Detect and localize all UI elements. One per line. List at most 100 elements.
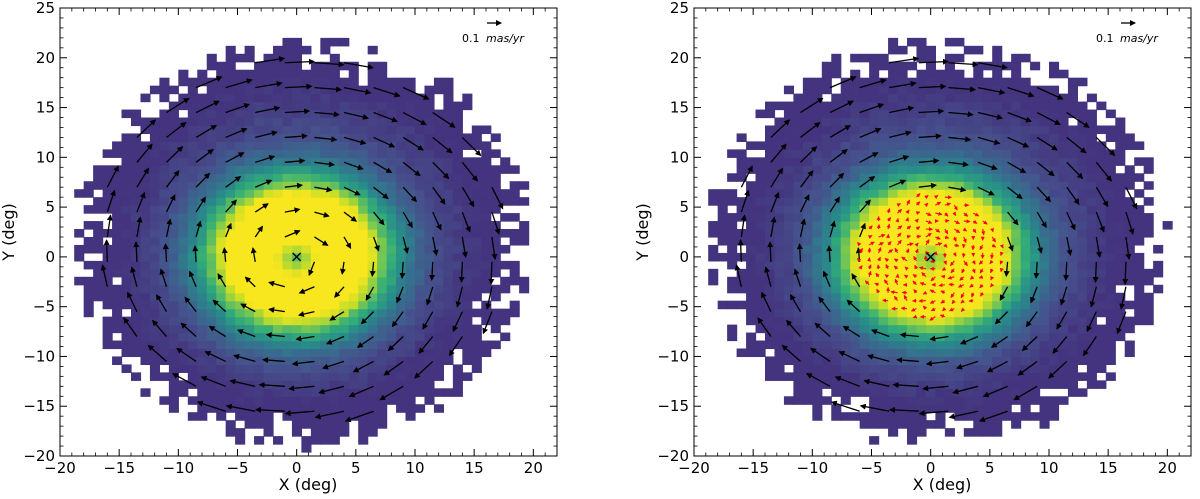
density-bin: [415, 364, 425, 373]
density-bin: [992, 277, 1002, 286]
density-bin: [1087, 173, 1097, 182]
density-bin: [159, 149, 169, 158]
density-bin: [879, 396, 889, 405]
density-bin: [197, 412, 207, 421]
density-bin: [264, 293, 274, 302]
density-bin: [1077, 205, 1087, 214]
density-bin: [339, 356, 349, 365]
density-bin: [122, 253, 132, 262]
density-bin: [841, 133, 851, 142]
density-bin: [235, 269, 245, 278]
density-bin: [841, 141, 851, 150]
density-bin: [945, 237, 955, 246]
density-bin: [964, 78, 974, 87]
density-bin: [301, 102, 311, 111]
density-bin: [1087, 205, 1097, 214]
density-bin: [235, 253, 245, 262]
density-bin: [1058, 149, 1068, 158]
density-bin: [311, 70, 321, 79]
density-bin: [443, 285, 453, 294]
density-bin: [869, 333, 879, 342]
density-bin: [898, 189, 908, 198]
density-bin: [112, 293, 122, 302]
density-bin: [926, 396, 936, 405]
density-bin: [339, 38, 349, 47]
density-bin: [926, 341, 936, 350]
density-bin: [926, 404, 936, 413]
density-bin: [1040, 348, 1050, 357]
density-bin: [169, 261, 179, 270]
density-bin: [339, 253, 349, 262]
density-bin: [368, 253, 378, 262]
density-bin: [140, 348, 150, 357]
density-bin: [1096, 356, 1106, 365]
density-bin: [784, 269, 794, 278]
density-bin: [888, 364, 898, 373]
density-bin: [510, 229, 520, 238]
density-bin: [898, 420, 908, 429]
density-bin: [1077, 261, 1087, 270]
density-bin: [301, 364, 311, 373]
density-bin: [254, 396, 264, 405]
density-bin: [245, 341, 255, 350]
density-bin: [1021, 181, 1031, 190]
density-bin: [973, 165, 983, 174]
density-bin: [1134, 229, 1144, 238]
density-bin: [207, 237, 217, 246]
density-bin: [415, 404, 425, 413]
density-bin: [282, 245, 292, 254]
density-bin: [424, 396, 434, 405]
density-bin: [784, 285, 794, 294]
density-bin: [983, 404, 993, 413]
density-bin: [954, 245, 964, 254]
density-bin: [916, 181, 926, 190]
density-bin: [358, 221, 368, 230]
density-bin: [197, 181, 207, 190]
density-bin: [311, 197, 321, 206]
density-bin: [292, 325, 302, 334]
density-bin: [793, 245, 803, 254]
density-bin: [254, 341, 264, 350]
density-bin: [793, 309, 803, 318]
density-bin: [216, 157, 226, 166]
density-bin: [406, 133, 416, 142]
density-bin: [1068, 341, 1078, 350]
density-bin: [907, 110, 917, 119]
y-tick-label: −5: [33, 298, 55, 316]
density-bin: [803, 86, 813, 95]
density-bin: [330, 94, 340, 103]
density-bin: [282, 173, 292, 182]
density-bin: [93, 173, 103, 182]
density-bin: [898, 229, 908, 238]
density-bin: [1002, 301, 1012, 310]
density-bin: [301, 325, 311, 334]
density-bin: [1040, 333, 1050, 342]
density-bin: [396, 277, 406, 286]
density-bin: [377, 229, 387, 238]
density-bin: [282, 118, 292, 127]
density-bin: [424, 253, 434, 262]
density-bin: [358, 420, 368, 429]
density-bin: [774, 348, 784, 357]
density-bin: [973, 396, 983, 405]
density-bin: [1030, 396, 1040, 405]
density-bin: [368, 364, 378, 373]
density-bin: [264, 404, 274, 413]
density-bin: [415, 197, 425, 206]
density-bin: [434, 317, 444, 326]
density-bin: [1087, 237, 1097, 246]
density-bin: [330, 245, 340, 254]
density-bin: [860, 118, 870, 127]
density-bin: [358, 213, 368, 222]
density-bin: [406, 293, 416, 302]
density-bin: [320, 436, 330, 445]
density-bin: [1002, 157, 1012, 166]
density-bin: [140, 325, 150, 334]
density-bin: [992, 348, 1002, 357]
density-bin: [879, 317, 889, 326]
density-bin: [207, 141, 217, 150]
density-bin: [169, 396, 179, 405]
density-bin: [1077, 197, 1087, 206]
density-bin: [235, 309, 245, 318]
density-bin: [339, 165, 349, 174]
